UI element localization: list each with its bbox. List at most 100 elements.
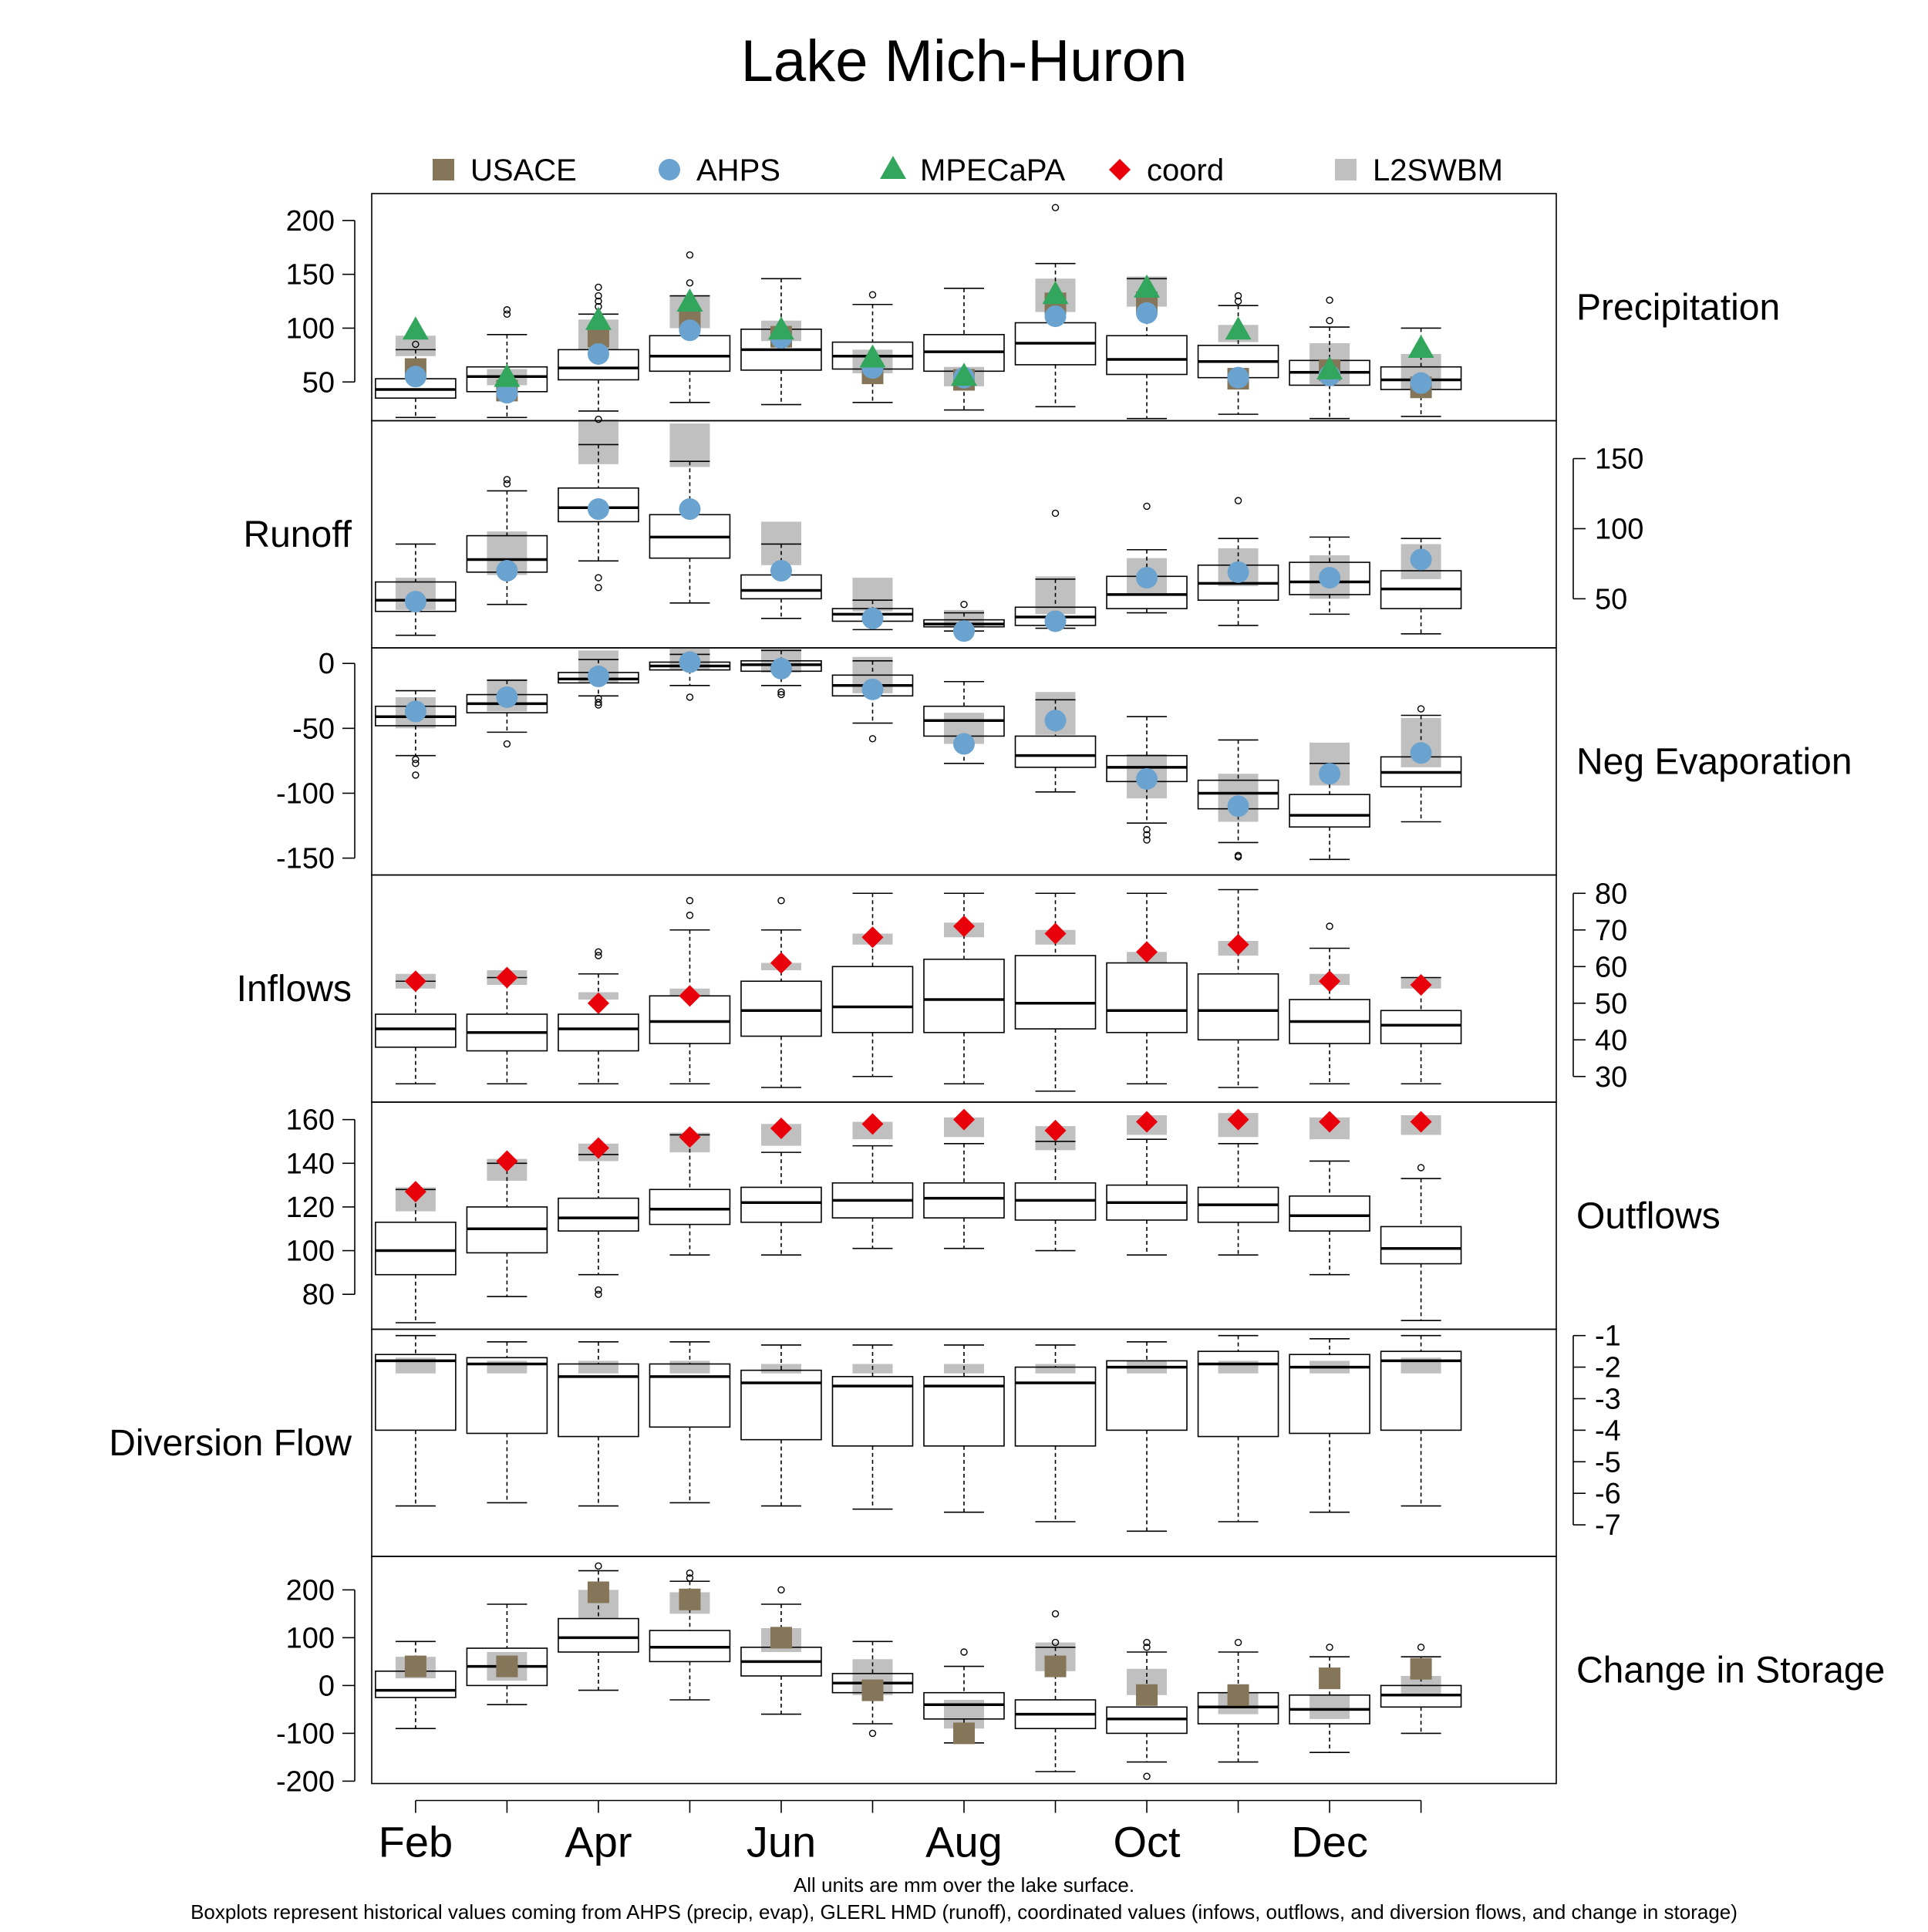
boxplot-oct xyxy=(1106,278,1188,420)
boxplot-outlier xyxy=(1326,296,1333,304)
y-tick-label: -1 xyxy=(1595,1320,1621,1353)
boxplot-apr xyxy=(558,1341,639,1507)
y-tick-label: 120 xyxy=(286,1192,335,1224)
ahps-point xyxy=(1410,742,1432,764)
boxplot-outlier xyxy=(1234,292,1242,300)
boxplot-outlier xyxy=(1417,1164,1425,1172)
boxplot-outlier xyxy=(595,1562,602,1570)
boxplot-oct xyxy=(1106,1638,1188,1780)
coord-point xyxy=(1136,941,1158,963)
boxplot-outlier xyxy=(777,690,785,699)
boxplot-oct xyxy=(1106,502,1188,614)
y-tick-label: -7 xyxy=(1595,1509,1621,1542)
legend-item: AHPS xyxy=(659,153,780,187)
boxplot-box xyxy=(649,1189,731,1226)
mpecapa-point xyxy=(402,316,429,340)
boxplot-box xyxy=(1289,561,1370,595)
boxplot-jan xyxy=(1380,1164,1462,1321)
footer-source-note: Boxplots represent historical values com… xyxy=(190,1900,1738,1924)
boxplot-outlier xyxy=(686,693,694,701)
x-tick-label: Dec xyxy=(1291,1818,1368,1866)
boxplot-outlier xyxy=(503,740,511,748)
boxplot-box xyxy=(1289,1195,1370,1232)
ahps-point xyxy=(1136,767,1158,790)
boxplot-outlier xyxy=(868,1729,877,1738)
y-tick-label: 0 xyxy=(319,1670,335,1702)
mpecapa-point xyxy=(951,362,977,386)
l2swbm-band xyxy=(669,423,710,467)
panel-precipitation: 50 100 150 200 Precipitation xyxy=(286,193,1780,422)
footer-units-note: All units are mm over the lake surface. xyxy=(794,1873,1134,1897)
ahps-point xyxy=(587,666,609,688)
panel-y-axis: -150 -100 -50 0 xyxy=(276,648,356,875)
ahps-point xyxy=(496,560,518,582)
y-tick-label: 60 xyxy=(1595,951,1627,983)
usace-point xyxy=(1044,1655,1067,1677)
panel-label: Neg Evaporation xyxy=(1576,741,1852,782)
panel-y-axis: 50 100 150 xyxy=(1572,443,1643,615)
boxplot-outlier xyxy=(1143,825,1151,834)
ahps-point xyxy=(1136,567,1158,589)
y-tick-label: 150 xyxy=(1595,443,1643,476)
l2swbm-band xyxy=(852,578,893,612)
coord-point xyxy=(953,915,975,937)
boxplot-outlier xyxy=(1051,1610,1060,1618)
ahps-point xyxy=(861,678,884,700)
boxplot-outlier xyxy=(595,297,602,305)
ahps-point xyxy=(587,342,609,365)
boxplot-outlier xyxy=(503,310,511,319)
boxplot-box xyxy=(1106,1360,1188,1431)
x-tick-label: Apr xyxy=(565,1818,632,1866)
boxplot-mar xyxy=(466,1162,548,1297)
boxplot-box xyxy=(1106,335,1188,376)
boxplot-box xyxy=(1014,735,1097,768)
panel-label: Runoff xyxy=(243,514,352,555)
boxplot-jun xyxy=(740,897,822,1088)
boxplot-outlier xyxy=(1326,922,1333,930)
ahps-point xyxy=(770,560,792,582)
boxplot-outlier xyxy=(595,952,602,959)
boxplot-sep xyxy=(1014,1141,1097,1252)
boxplot-box xyxy=(1014,1366,1097,1447)
boxplot-jan xyxy=(1380,705,1462,823)
boxplot-aug xyxy=(923,288,1005,411)
coord-point xyxy=(587,1137,609,1159)
boxplot-dec xyxy=(1289,1160,1370,1276)
boxplot-mar xyxy=(466,1341,548,1504)
boxplot-box xyxy=(923,1376,1005,1447)
coord-point xyxy=(1044,922,1067,945)
ahps-point xyxy=(1227,561,1249,583)
boxplot-outlier xyxy=(1143,831,1151,839)
boxplot-box xyxy=(1197,973,1279,1041)
chart-legend: USACE AHPS MPECaPA coord L2SWBM xyxy=(433,153,1503,187)
boxplot-box xyxy=(375,1013,457,1048)
boxplot-outlier xyxy=(1051,204,1060,211)
y-tick-label: -6 xyxy=(1595,1478,1621,1510)
l2swbm-band xyxy=(669,1360,710,1374)
ahps-point xyxy=(404,366,426,388)
boxplot-aug xyxy=(923,1143,1005,1249)
coord-point xyxy=(1227,933,1249,956)
ahps-point xyxy=(679,319,701,342)
boxplot-feb xyxy=(375,1640,457,1729)
boxplot-may xyxy=(649,460,731,604)
legend-item: L2SWBM xyxy=(1335,153,1503,187)
boxplot-outlier xyxy=(1143,836,1151,844)
coord-point xyxy=(587,992,609,1014)
boxplot-outlier xyxy=(412,771,420,779)
chart-title: Lake Mich-Huron xyxy=(741,29,1188,94)
boxplot-outlier xyxy=(503,476,511,484)
legend-label: USACE xyxy=(470,153,577,187)
panel-label: Change in Storage xyxy=(1576,1650,1885,1691)
y-tick-label: 80 xyxy=(302,1279,335,1311)
boxplot-outlier xyxy=(1417,1644,1425,1651)
usace-point xyxy=(1319,1667,1341,1690)
boxplot-outlier xyxy=(1143,502,1151,511)
boxplot-box xyxy=(558,1617,639,1653)
ahps-point xyxy=(679,498,701,521)
mpecapa-point xyxy=(1225,316,1252,340)
coord-point xyxy=(1136,1111,1158,1133)
coord-point xyxy=(496,966,518,989)
ahps-point xyxy=(770,657,792,679)
